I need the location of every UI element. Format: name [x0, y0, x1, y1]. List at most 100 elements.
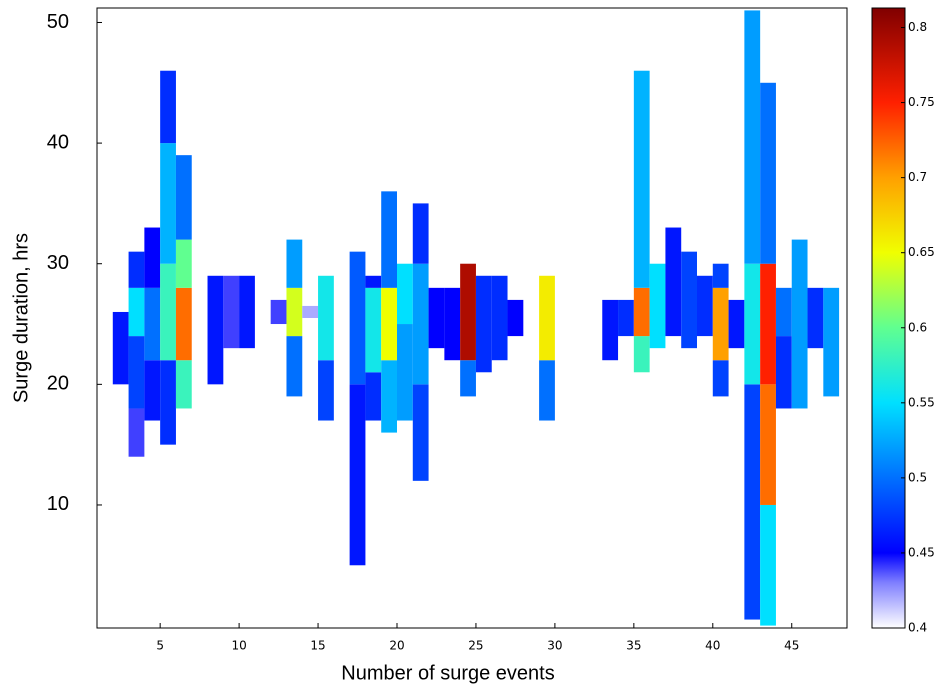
cell [412, 263, 429, 385]
cell [144, 227, 161, 288]
cell [144, 360, 161, 421]
cell [286, 287, 303, 337]
cell [618, 299, 634, 337]
x-tick-label: 45 [784, 639, 799, 653]
cell [175, 155, 192, 240]
y-tick-label: 20 [47, 373, 69, 395]
cell [349, 251, 366, 385]
cell [239, 275, 255, 349]
cell [728, 299, 745, 349]
cell [160, 70, 176, 144]
cell [712, 263, 729, 288]
colorbar-tick-label: 0.5 [908, 470, 927, 484]
cell [681, 251, 697, 349]
cell [760, 82, 776, 264]
colorbar [871, 7, 906, 629]
cell [649, 263, 666, 349]
cell [160, 143, 176, 264]
cell [381, 360, 397, 433]
cell [633, 287, 650, 337]
cell [412, 384, 429, 481]
x-tick-label: 20 [389, 639, 404, 653]
cell [207, 275, 224, 385]
cell [665, 227, 682, 337]
cell [491, 275, 508, 361]
cell [128, 408, 145, 457]
colorbar-tick-label: 0.45 [908, 545, 935, 559]
cell [823, 287, 840, 397]
cell [381, 287, 397, 361]
cell [365, 287, 382, 373]
cell [128, 287, 145, 337]
x-tick-label: 35 [626, 639, 641, 653]
cell [381, 191, 397, 288]
colorbar-tick-label: 0.55 [908, 395, 935, 409]
cell [760, 504, 776, 626]
cell [760, 263, 776, 385]
x-tick-label: 5 [156, 639, 164, 653]
x-tick-label: 10 [231, 639, 246, 653]
cell [507, 299, 524, 337]
cell [365, 275, 382, 288]
colorbar-tick-label: 0.65 [908, 245, 935, 259]
cell [539, 275, 555, 361]
x-tick-label: 40 [705, 639, 720, 653]
cell [775, 287, 792, 337]
cell [160, 263, 176, 361]
x-tick-label: 15 [310, 639, 325, 653]
cell [318, 360, 334, 421]
cell [270, 299, 287, 325]
colorbar-tick-label: 0.75 [908, 95, 935, 109]
y-tick-label: 10 [47, 493, 69, 515]
cell [807, 287, 824, 349]
cell [791, 239, 808, 409]
colorbar-tick-label: 0.6 [908, 320, 927, 334]
cell [475, 275, 492, 373]
cells [112, 10, 840, 626]
cell [412, 203, 429, 264]
cell [744, 263, 761, 385]
cell [697, 275, 713, 337]
cell [712, 287, 729, 361]
y-tick-label: 40 [47, 131, 69, 153]
cell [744, 384, 761, 620]
y-tick-label: 30 [47, 252, 69, 274]
cell [128, 251, 145, 288]
cell [744, 10, 761, 264]
cell [112, 311, 129, 385]
colorbar-tick-label: 0.8 [908, 20, 927, 34]
cell [712, 360, 729, 397]
cell [633, 336, 650, 373]
cell [286, 239, 303, 288]
cell [175, 360, 192, 409]
colorbar-tick-label: 0.7 [908, 170, 927, 184]
cell [349, 384, 366, 566]
cell [397, 263, 413, 325]
cell [144, 287, 161, 361]
cell [428, 287, 445, 349]
cell [539, 360, 555, 421]
cell [223, 275, 240, 349]
cell [365, 372, 382, 421]
cell [302, 305, 319, 318]
cell [760, 384, 776, 505]
cell [175, 239, 192, 288]
cell [633, 70, 650, 288]
cell [128, 336, 145, 409]
y-tick-label: 50 [47, 11, 69, 33]
cell [460, 263, 476, 361]
cell [602, 299, 619, 361]
cell [175, 287, 192, 361]
cell [460, 360, 476, 397]
x-tick-label: 30 [547, 639, 562, 653]
colorbar-tick-label: 0.4 [908, 621, 927, 635]
y-axis-label: Surge duration, hrs [10, 233, 32, 403]
cell [160, 360, 176, 445]
cell [397, 324, 413, 421]
cell [286, 336, 303, 397]
x-tick-label: 25 [468, 639, 483, 653]
x-axis-label: Number of surge events [341, 662, 554, 684]
plot-frame [96, 7, 848, 629]
cell [318, 275, 334, 361]
